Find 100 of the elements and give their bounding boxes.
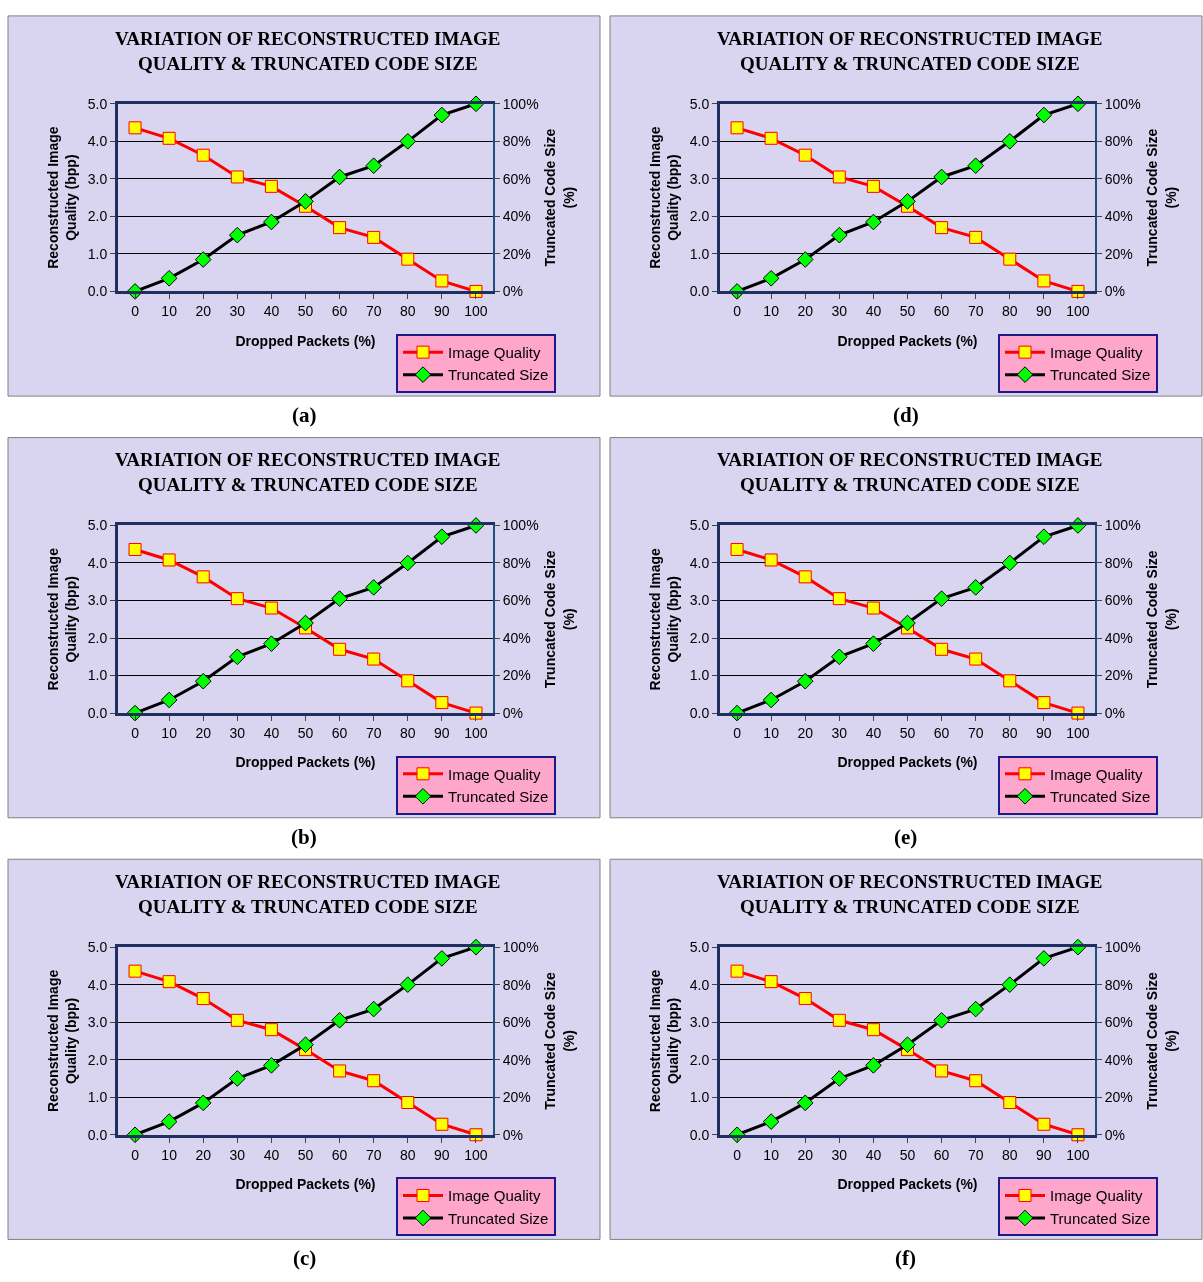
point — [365, 157, 382, 175]
y-tick-label: 3.0 — [689, 592, 710, 609]
legend-label: Image Quality — [448, 343, 542, 361]
x-tick-label: 0 — [131, 303, 140, 320]
y-tick-label: 0.0 — [87, 283, 108, 300]
point — [333, 221, 347, 235]
x-tick-label: 20 — [797, 1146, 814, 1163]
y-axis-title: Reconstructed Image Quality (bpp) — [647, 547, 682, 691]
x-axis-title: Dropped Packets (%) — [837, 754, 978, 771]
chart-title: VARIATION OF RECONSTRUCTED IMAGE QUALITY & TRUNCATED CODE SIZE — [717, 28, 1103, 74]
text: (b) — [291, 825, 317, 849]
y-tick-label: 1.0 — [689, 667, 710, 684]
y-axis-title: Reconstructed Image Quality (bpp) — [647, 126, 682, 269]
y2-tick-label: 0% — [1104, 704, 1126, 721]
point — [196, 992, 210, 1006]
y-tick-label: 2.0 — [689, 629, 710, 646]
y2-axis-title: Truncated Code Size (%) — [1144, 550, 1179, 689]
y2-tick-label: 60% — [1104, 1014, 1133, 1031]
y2-tick-label: 80% — [502, 976, 531, 993]
legend-label: Image Quality — [448, 765, 542, 783]
x-tick-label: 100 — [464, 303, 488, 320]
legend-label: Truncated Size — [448, 788, 549, 806]
point — [264, 179, 278, 193]
y-tick-label: 1.0 — [87, 1089, 108, 1106]
x-tick-label: 90 — [434, 724, 450, 741]
y2-tick-label: 60% — [502, 1014, 531, 1031]
x-tick-label: 90 — [434, 1146, 450, 1163]
y2-tick-label: 40% — [1104, 1051, 1133, 1068]
point — [969, 652, 983, 666]
point — [831, 648, 848, 666]
y-tick-label: 1.0 — [87, 667, 108, 684]
x-tick-label: 90 — [434, 303, 450, 320]
y-tick-label: 2.0 — [689, 208, 710, 225]
y-tick-label: 2.0 — [87, 629, 108, 646]
point — [1003, 252, 1017, 266]
x-tick-label: 80 — [1001, 303, 1018, 320]
x-tick-label: 100 — [1066, 303, 1090, 320]
point — [865, 1057, 882, 1074]
y-tick-label: 5.0 — [689, 95, 710, 112]
y-tick-label: 4.0 — [689, 976, 710, 993]
point — [399, 976, 417, 993]
x-tick-label: 0 — [733, 1146, 742, 1163]
y2-tick-label: 60% — [1104, 170, 1133, 187]
y-tick-label: 4.0 — [689, 554, 710, 571]
point — [433, 950, 451, 967]
text: (d) — [893, 403, 919, 427]
point — [230, 170, 244, 184]
point — [435, 696, 449, 710]
point — [399, 554, 417, 572]
y2-tick-label: 100% — [502, 939, 539, 956]
y-axis-title: Reconstructed Image Quality (bpp) — [45, 547, 80, 691]
y2-tick-label: 100% — [502, 517, 539, 534]
x-tick-label: 70 — [967, 303, 984, 320]
x-tick-label: 40 — [865, 303, 882, 320]
point — [433, 106, 451, 124]
text: (f) — [895, 1246, 916, 1270]
point — [435, 1117, 449, 1131]
x-tick-label: 20 — [797, 724, 814, 741]
point — [128, 964, 142, 978]
point — [764, 553, 778, 567]
y2-tick-label: 80% — [1104, 133, 1133, 150]
x-tick-label: 30 — [229, 724, 246, 741]
point — [264, 601, 278, 615]
point — [297, 1036, 314, 1053]
point — [264, 1023, 278, 1037]
y2-tick-label: 40% — [1104, 629, 1133, 646]
y-tick-label: 4.0 — [87, 554, 108, 571]
point — [798, 992, 812, 1006]
y-tick-label: 0.0 — [689, 1126, 710, 1143]
y2-tick-label: 60% — [502, 592, 531, 609]
legend-label: Image Quality — [1050, 765, 1144, 783]
point — [401, 674, 415, 688]
point — [730, 542, 744, 556]
y-tick-label: 3.0 — [689, 1014, 710, 1031]
x-tick-label: 20 — [797, 303, 814, 320]
point — [832, 1013, 846, 1027]
x-tick-label: 50 — [297, 303, 314, 320]
point — [160, 1113, 178, 1130]
x-tick-label: 70 — [365, 1146, 382, 1163]
chart-title: VARIATION OF RECONSTRUCTED IMAGE QUALITY & TRUNCATED CODE SIZE — [115, 871, 501, 917]
point — [433, 528, 451, 546]
x-tick-label: 70 — [365, 303, 382, 320]
x-tick-label: 60 — [331, 724, 348, 741]
point — [764, 975, 778, 989]
x-tick-label: 0 — [733, 724, 742, 741]
point — [162, 553, 176, 567]
point — [1035, 950, 1053, 967]
legend-label: Image Quality — [1050, 1187, 1144, 1205]
x-tick-label: 10 — [161, 724, 178, 741]
x-tick-label: 30 — [831, 303, 848, 320]
x-tick-label: 80 — [399, 303, 416, 320]
point — [1001, 133, 1019, 150]
point — [764, 131, 778, 145]
point — [967, 579, 984, 596]
y-tick-label: 5.0 — [87, 517, 108, 534]
point — [333, 1064, 347, 1078]
point — [933, 590, 950, 607]
point — [866, 601, 880, 615]
y-tick-label: 1.0 — [87, 245, 108, 262]
point — [969, 1074, 983, 1088]
